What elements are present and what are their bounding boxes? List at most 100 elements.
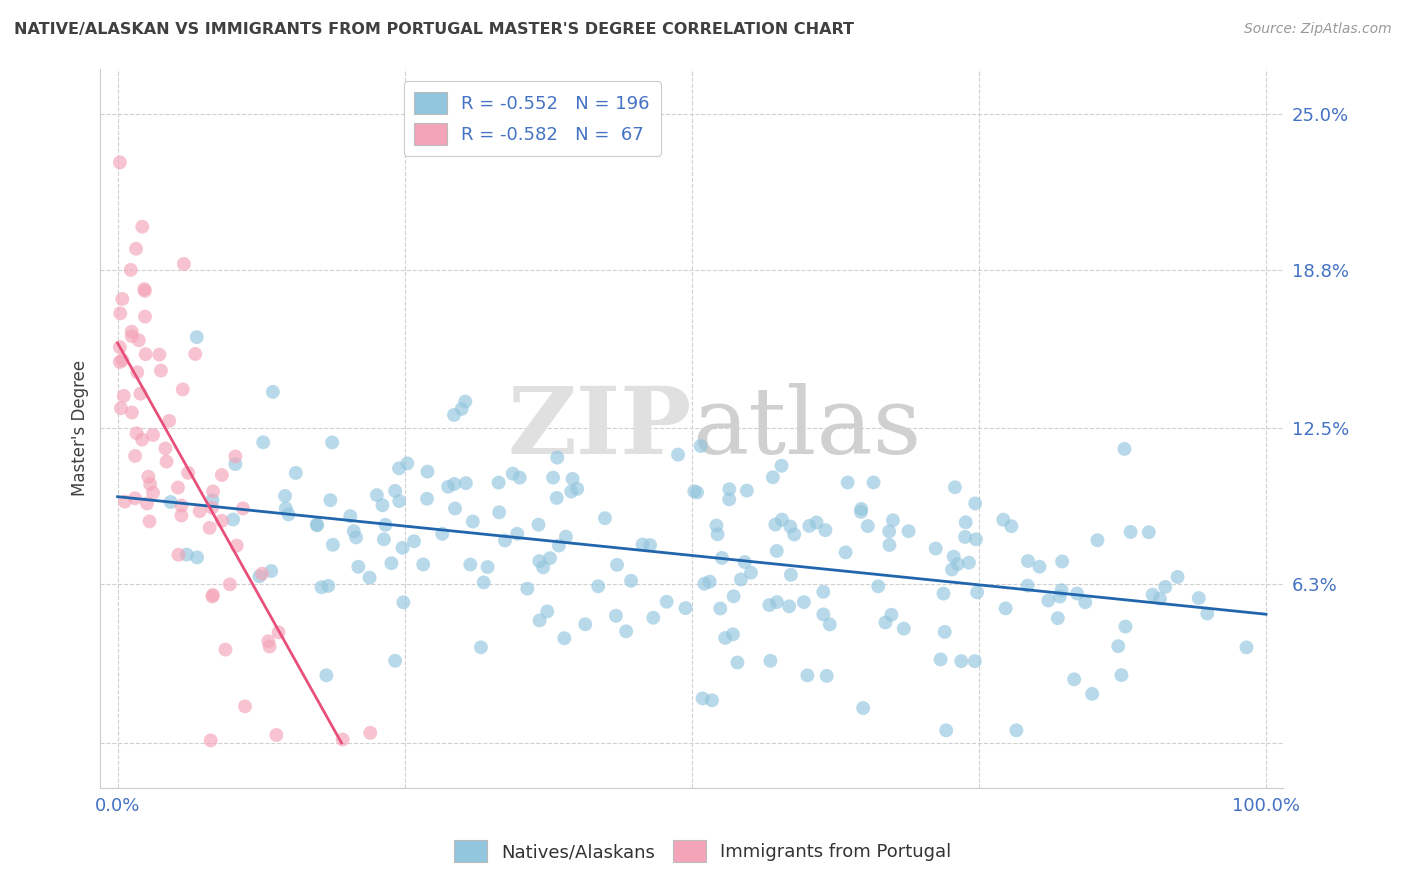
Point [1049, 590, 1071, 604]
Point [321, 435, 343, 450]
Point [307, 518, 329, 533]
Point [170, 508, 193, 523]
Point [416, 491, 439, 506]
Point [458, 558, 481, 572]
Point [1063, 673, 1085, 687]
Point [851, 502, 873, 516]
Point [359, 726, 381, 740]
Point [127, 365, 149, 379]
Point [710, 550, 733, 565]
Point [184, 347, 207, 361]
Point [157, 414, 180, 428]
Point [108, 340, 131, 354]
Point [762, 470, 785, 484]
Point [416, 465, 439, 479]
Point [770, 513, 793, 527]
Point [396, 457, 419, 471]
Point [567, 482, 589, 496]
Point [316, 579, 339, 593]
Point [725, 656, 748, 670]
Point [277, 508, 299, 522]
Point [188, 504, 211, 518]
Point [200, 733, 222, 747]
Point [344, 530, 367, 544]
Point [946, 557, 969, 571]
Point [155, 454, 177, 468]
Point [942, 549, 965, 564]
Point [546, 450, 568, 465]
Point [391, 541, 413, 555]
Point [770, 458, 793, 473]
Point [655, 595, 678, 609]
Point [284, 466, 307, 480]
Point [793, 595, 815, 609]
Point [443, 477, 465, 491]
Text: NATIVE/ALASKAN VS IMMIGRANTS FROM PORTUGAL MASTER'S DEGREE CORRELATION CHART: NATIVE/ALASKAN VS IMMIGRANTS FROM PORTUG… [14, 22, 853, 37]
Point [709, 601, 731, 615]
Point [267, 625, 290, 640]
Point [815, 669, 838, 683]
Point [252, 435, 274, 450]
Point [128, 334, 150, 348]
Point [1005, 723, 1028, 738]
Point [714, 631, 737, 645]
Point [148, 348, 170, 362]
Point [443, 408, 465, 422]
Point [555, 530, 578, 544]
Point [699, 574, 721, 589]
Point [125, 426, 148, 441]
Point [957, 556, 980, 570]
Point [250, 566, 273, 581]
Point [606, 558, 628, 572]
Point [934, 624, 956, 639]
Point [138, 469, 160, 483]
Point [862, 475, 884, 490]
Point [925, 541, 948, 556]
Point [620, 574, 643, 588]
Point [941, 562, 963, 576]
Point [186, 330, 208, 344]
Point [813, 607, 835, 622]
Point [488, 475, 510, 490]
Text: ZIP: ZIP [508, 384, 692, 474]
Point [121, 405, 143, 419]
Point [560, 484, 582, 499]
Point [472, 575, 495, 590]
Point [114, 494, 136, 508]
Point [897, 524, 920, 539]
Point [783, 527, 806, 541]
Point [516, 582, 538, 596]
Point [950, 654, 973, 668]
Point [402, 534, 425, 549]
Point [167, 481, 190, 495]
Point [125, 242, 148, 256]
Point [384, 483, 406, 498]
Point [111, 353, 134, 368]
Point [683, 484, 706, 499]
Point [666, 448, 689, 462]
Point [138, 515, 160, 529]
Point [766, 595, 789, 609]
Point [638, 538, 661, 552]
Point [201, 590, 224, 604]
Point [548, 539, 571, 553]
Point [142, 428, 165, 442]
Point [763, 517, 786, 532]
Point [1149, 591, 1171, 606]
Point [134, 282, 156, 296]
Point [1028, 559, 1050, 574]
Point [875, 615, 897, 630]
Point [880, 607, 903, 622]
Point [818, 617, 841, 632]
Point [450, 401, 472, 416]
Point [432, 526, 454, 541]
Point [1074, 595, 1097, 609]
Point [437, 480, 460, 494]
Point [614, 624, 637, 639]
Point [531, 560, 554, 574]
Point [780, 567, 803, 582]
Point [879, 538, 901, 552]
Point [388, 494, 411, 508]
Point [129, 386, 152, 401]
Point [966, 585, 988, 599]
